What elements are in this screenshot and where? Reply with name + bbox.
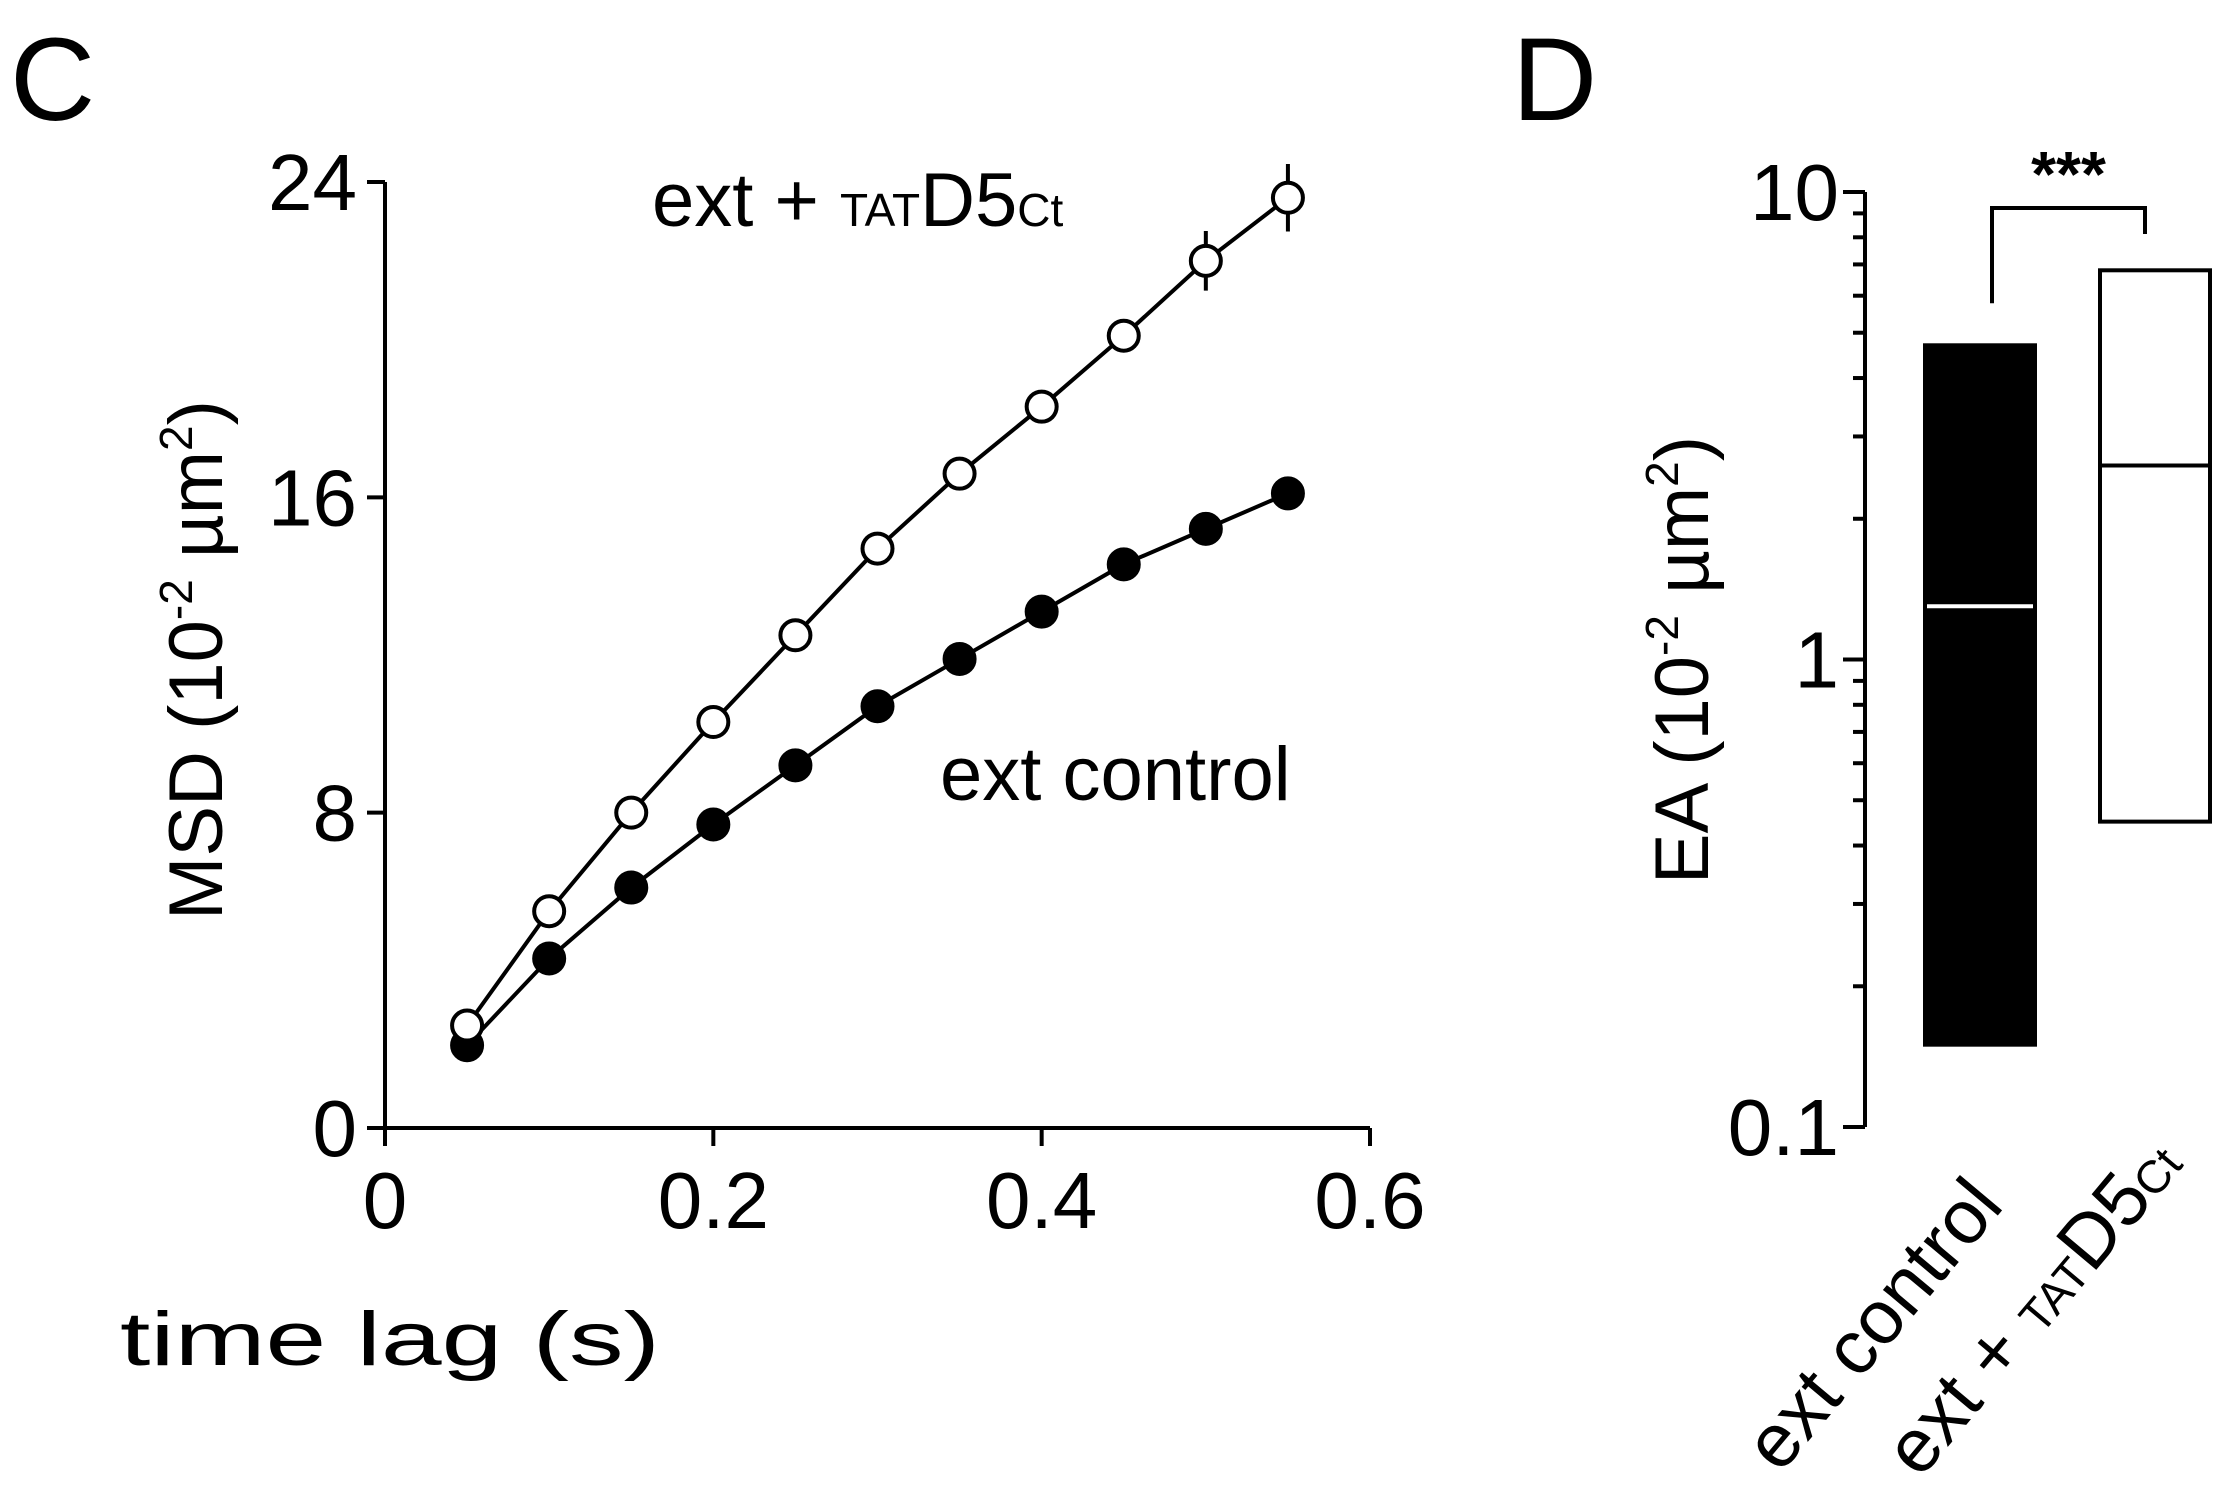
- d-significance-stars: ***: [2031, 138, 2106, 210]
- c-point-open: [1188, 243, 1223, 278]
- c-x-tick-label: 0.2: [658, 1156, 769, 1245]
- c-point-filled: [942, 641, 977, 676]
- c-point-open: [860, 531, 895, 566]
- c-point-open: [450, 1008, 485, 1043]
- d-y-ticks: 0.1 1 10: [1728, 148, 1865, 1172]
- d-bar: [2098, 268, 2212, 824]
- d-y-tick-label: 0.1: [1728, 1083, 1839, 1172]
- c-point-filled: [1106, 547, 1141, 582]
- c-point-open: [942, 456, 977, 491]
- c-point-filled: [860, 689, 895, 724]
- c-point-filled: [1024, 594, 1059, 629]
- panel-letter-c: C: [10, 14, 95, 146]
- c-point-open: [1270, 180, 1305, 215]
- c-x-ticks: 0 0.2 0.4 0.6: [363, 1128, 1426, 1245]
- c-x-tick-label: 0: [363, 1156, 408, 1245]
- c-point-open: [1024, 389, 1059, 424]
- c-point-open: [696, 705, 731, 740]
- d-y-tick-label: 10: [1750, 148, 1839, 237]
- c-x-tick-label: 0.4: [986, 1156, 1097, 1245]
- c-point-filled: [532, 941, 567, 976]
- c-point-filled: [778, 748, 813, 783]
- c-point-filled: [696, 807, 731, 842]
- c-point-open: [778, 618, 813, 653]
- d-y-axis-label: EA (10-2 µm2): [1636, 436, 1725, 884]
- c-point-open: [1106, 318, 1141, 353]
- d-bars-group: [1923, 268, 2212, 1047]
- c-point-filled: [1270, 476, 1305, 511]
- c-point-open: [614, 795, 649, 830]
- c-x-tick-label: 0.6: [1314, 1156, 1425, 1245]
- c-legend-ext-control: ext control: [940, 732, 1291, 817]
- c-point-filled: [1188, 511, 1223, 546]
- c-point-filled: [614, 870, 649, 905]
- c-y-axis-label: MSD (10-2 µm2): [150, 400, 239, 920]
- d-bar: [1923, 343, 2037, 1047]
- d-significance-bracket: [1990, 206, 2147, 304]
- c-y-tick-label: 8: [313, 769, 358, 858]
- d-y-tick-label: 1: [1795, 616, 1840, 705]
- c-point-open: [532, 894, 567, 929]
- c-series-line: [465, 196, 1290, 1027]
- c-y-tick-label: 24: [268, 138, 357, 227]
- c-y-tick-label: 16: [268, 453, 357, 542]
- c-series-group: [450, 164, 1305, 1063]
- c-x-axis-label: time lag (s): [120, 1297, 660, 1382]
- c-y-tick-label: 0: [313, 1084, 358, 1173]
- c-y-ticks: 0 8 16 24: [268, 138, 385, 1173]
- panel-letter-d: D: [1512, 14, 1597, 146]
- c-legend-ext-tat: ext + TATD5Ct: [652, 158, 1063, 243]
- panel-c-msd-chart: C 0 8 16 24 0 0.2 0.4 0.6 time lag (s) MSD (10…: [10, 14, 1426, 1382]
